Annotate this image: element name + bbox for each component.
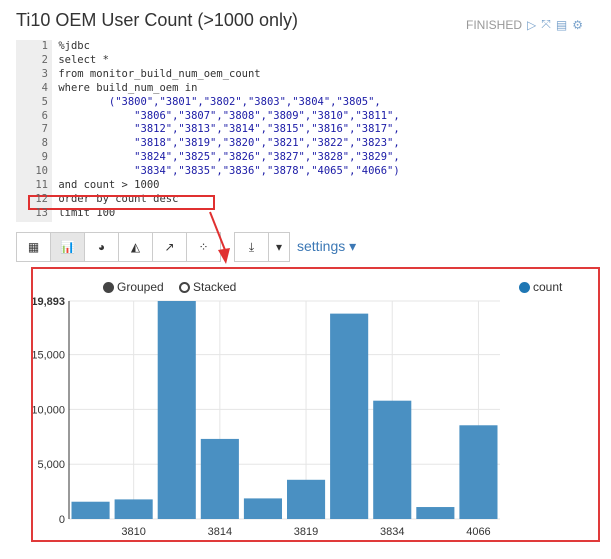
book-icon[interactable]: ▤: [555, 17, 568, 32]
line-number: 3: [41, 67, 48, 80]
bar-chart: 0 5,000 10,000 15,000 19,893 3810 3814 3819 3834…: [33, 296, 500, 538]
line-number: 11: [35, 179, 48, 191]
download-dropdown-button[interactable]: ▾: [268, 232, 290, 262]
area-chart-button[interactable]: ◭: [118, 232, 153, 262]
code-text: select *: [58, 53, 109, 66]
visualization-toolbar: ▦ 📊 ◕ ◭ ↗ ⁘: [16, 232, 221, 262]
x-tick-label: 3819: [294, 526, 318, 538]
radio-selected-icon: [103, 281, 114, 293]
download-group: ⤓ ▾: [234, 232, 290, 262]
settings-label: settings: [297, 238, 346, 254]
code-text: "3818","3819","3820","3821","3822","3823…: [58, 137, 400, 150]
code-line[interactable]: 7 "3812","3813","3814","3815","3816","38…: [16, 123, 400, 137]
code-text: "3812","3813","3814","3815","3816","3817…: [58, 123, 400, 136]
grouped-label: Grouped: [117, 280, 164, 294]
y-tick-label: 0: [59, 514, 65, 526]
line-chart-button[interactable]: ↗: [152, 232, 187, 262]
bar: [157, 301, 196, 519]
line-number: 4: [41, 81, 48, 94]
code-line[interactable]: 6 "3806","3807","3808","3809","3810","38…: [16, 110, 400, 124]
code-text: "3834","3835","3836","3878","4065","4066…: [58, 165, 400, 178]
code-editor[interactable]: 1 %jdbc 2 select * 3 from monitor_build_nu…: [16, 40, 456, 222]
series-dot-icon: [519, 281, 530, 293]
bar: [71, 501, 110, 519]
bar: [114, 499, 153, 519]
code-line[interactable]: 2 select *: [16, 54, 109, 68]
y-tick-label: 19,893: [33, 296, 65, 308]
x-tick-label: 4066: [466, 526, 490, 538]
code-text: "3824","3825","3826","3827","3828","3829…: [58, 151, 400, 164]
code-line[interactable]: 5 ("3800","3801","3802","3803","3804","3…: [16, 96, 381, 110]
line-number: 5: [41, 95, 48, 108]
code-line[interactable]: 1 %jdbc: [16, 40, 90, 54]
line-number: 10: [35, 165, 48, 178]
line-number: 8: [41, 137, 48, 150]
code-text: from monitor_build_num_oem_count: [58, 67, 261, 80]
line-gutter: [16, 40, 52, 222]
series-legend-count[interactable]: count: [519, 280, 562, 294]
stacked-label: Stacked: [193, 280, 237, 294]
x-tick-label: 3834: [380, 526, 404, 538]
bar: [243, 498, 282, 519]
code-line[interactable]: 9 "3824","3825","3826","3827","3828","38…: [16, 151, 400, 165]
line-number: 1: [41, 40, 48, 52]
code-text: %jdbc: [58, 40, 90, 52]
stacked-option[interactable]: Stacked: [179, 280, 236, 294]
bar: [287, 479, 326, 519]
status-text: FINISHED: [466, 17, 523, 32]
radio-unselected-icon: [179, 281, 190, 293]
code-line[interactable]: 4 where build_num_oem in: [16, 81, 198, 96]
code-text: "3806","3807","3808","3809","3810","3811…: [58, 109, 400, 122]
bar: [330, 313, 369, 519]
line-number: 12: [35, 192, 48, 205]
settings-toggle[interactable]: settings ▾: [297, 238, 357, 254]
code-line[interactable]: 10 "3834","3835","3836","3878","4065","4…: [16, 165, 400, 179]
x-tick-label: 3810: [121, 526, 145, 538]
y-tick-label: 15,000: [33, 350, 65, 362]
line-number: 6: [41, 109, 48, 122]
collapse-icon[interactable]: ⤧: [541, 17, 551, 31]
bar: [459, 425, 498, 519]
bar: [200, 438, 239, 519]
code-text: ("3800","3801","3802","3803","3804","380…: [58, 95, 381, 108]
grouped-option[interactable]: Grouped: [103, 280, 164, 294]
code-text: and count > 1000: [58, 179, 160, 191]
paragraph-title: Ti10 OEM User Count (>1000 only): [16, 10, 298, 30]
code-line[interactable]: 11 and count > 1000: [16, 179, 159, 193]
table-button[interactable]: ▦: [16, 232, 51, 262]
bar: [416, 507, 455, 519]
gear-icon[interactable]: ⚙: [572, 17, 583, 32]
code-text: where build_num_oem in: [58, 81, 198, 94]
paragraph-status-bar: FINISHED ▷ ⤧ ▤ ⚙: [466, 17, 583, 32]
code-line[interactable]: 3 from monitor_build_num_oem_count: [16, 68, 261, 82]
highlight-box: [28, 195, 215, 210]
line-number: 9: [41, 151, 48, 164]
x-tick-label: 3814: [208, 526, 232, 538]
scatter-chart-button[interactable]: ⁘: [186, 232, 221, 262]
series-label: count: [533, 280, 563, 294]
play-icon[interactable]: ▷: [527, 17, 537, 32]
line-number: 2: [41, 53, 48, 66]
line-number: 13: [35, 206, 48, 219]
chart-container: Grouped Stacked count 0 5,000 10,000 15,000…: [31, 267, 600, 542]
bar: [373, 400, 412, 519]
y-tick-label: 10,000: [33, 404, 65, 416]
code-line[interactable]: 8 "3818","3819","3820","3821","3822","38…: [16, 137, 400, 151]
y-tick-label: 5,000: [37, 459, 65, 471]
line-number: 7: [41, 123, 48, 136]
